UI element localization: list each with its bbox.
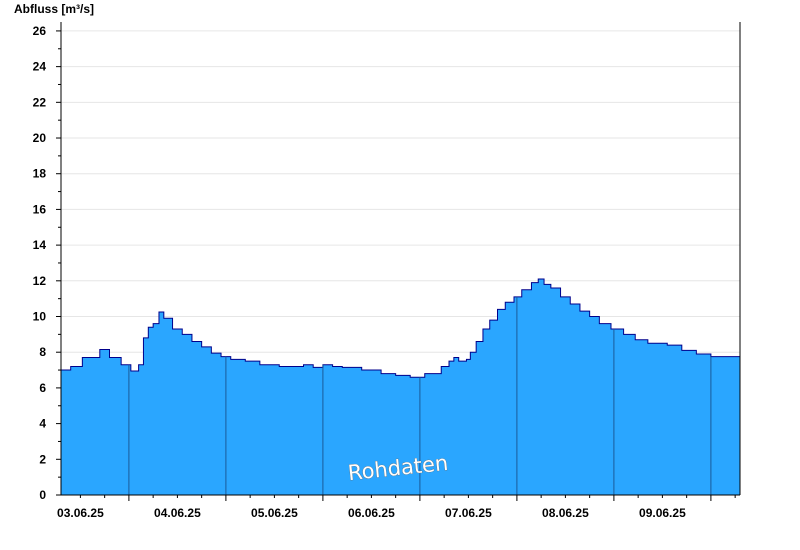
y-tick-label: 22	[33, 95, 47, 109]
x-tick-label: 04.06.25	[154, 506, 201, 520]
x-tick-label: 07.06.25	[445, 506, 492, 520]
y-tick-label: 18	[33, 167, 47, 181]
y-tick-label: 12	[33, 274, 47, 288]
y-axis-title: Abfluss [m³/s]	[14, 2, 94, 16]
y-tick-label: 14	[33, 238, 47, 252]
y-tick-label: 8	[39, 345, 46, 359]
x-tick-label: 06.06.25	[348, 506, 395, 520]
x-tick-label: 09.06.25	[639, 506, 686, 520]
axes	[60, 22, 741, 496]
y-tick-label: 0	[39, 488, 46, 502]
x-tick-label: 03.06.25	[57, 506, 104, 520]
y-tick-label: 16	[33, 202, 47, 216]
y-tick-label: 26	[33, 24, 47, 38]
y-tick-label: 24	[33, 60, 47, 74]
y-tick-label: 2	[39, 452, 46, 466]
y-tick-label: 20	[33, 131, 47, 145]
y-tick-label: 4	[39, 417, 46, 431]
discharge-line	[61, 278, 741, 378]
discharge-area	[61, 279, 740, 495]
y-tick-label: 10	[33, 310, 47, 324]
y-tick-label: 6	[39, 381, 46, 395]
x-tick-label: 08.06.25	[542, 506, 589, 520]
x-tick-label: 05.06.25	[251, 506, 298, 520]
x-axis-ticks: 03.06.25 04.06.25 05.06.25 06.06.25 07.06.25…	[57, 495, 736, 520]
day-separator-lines	[128, 296, 712, 495]
